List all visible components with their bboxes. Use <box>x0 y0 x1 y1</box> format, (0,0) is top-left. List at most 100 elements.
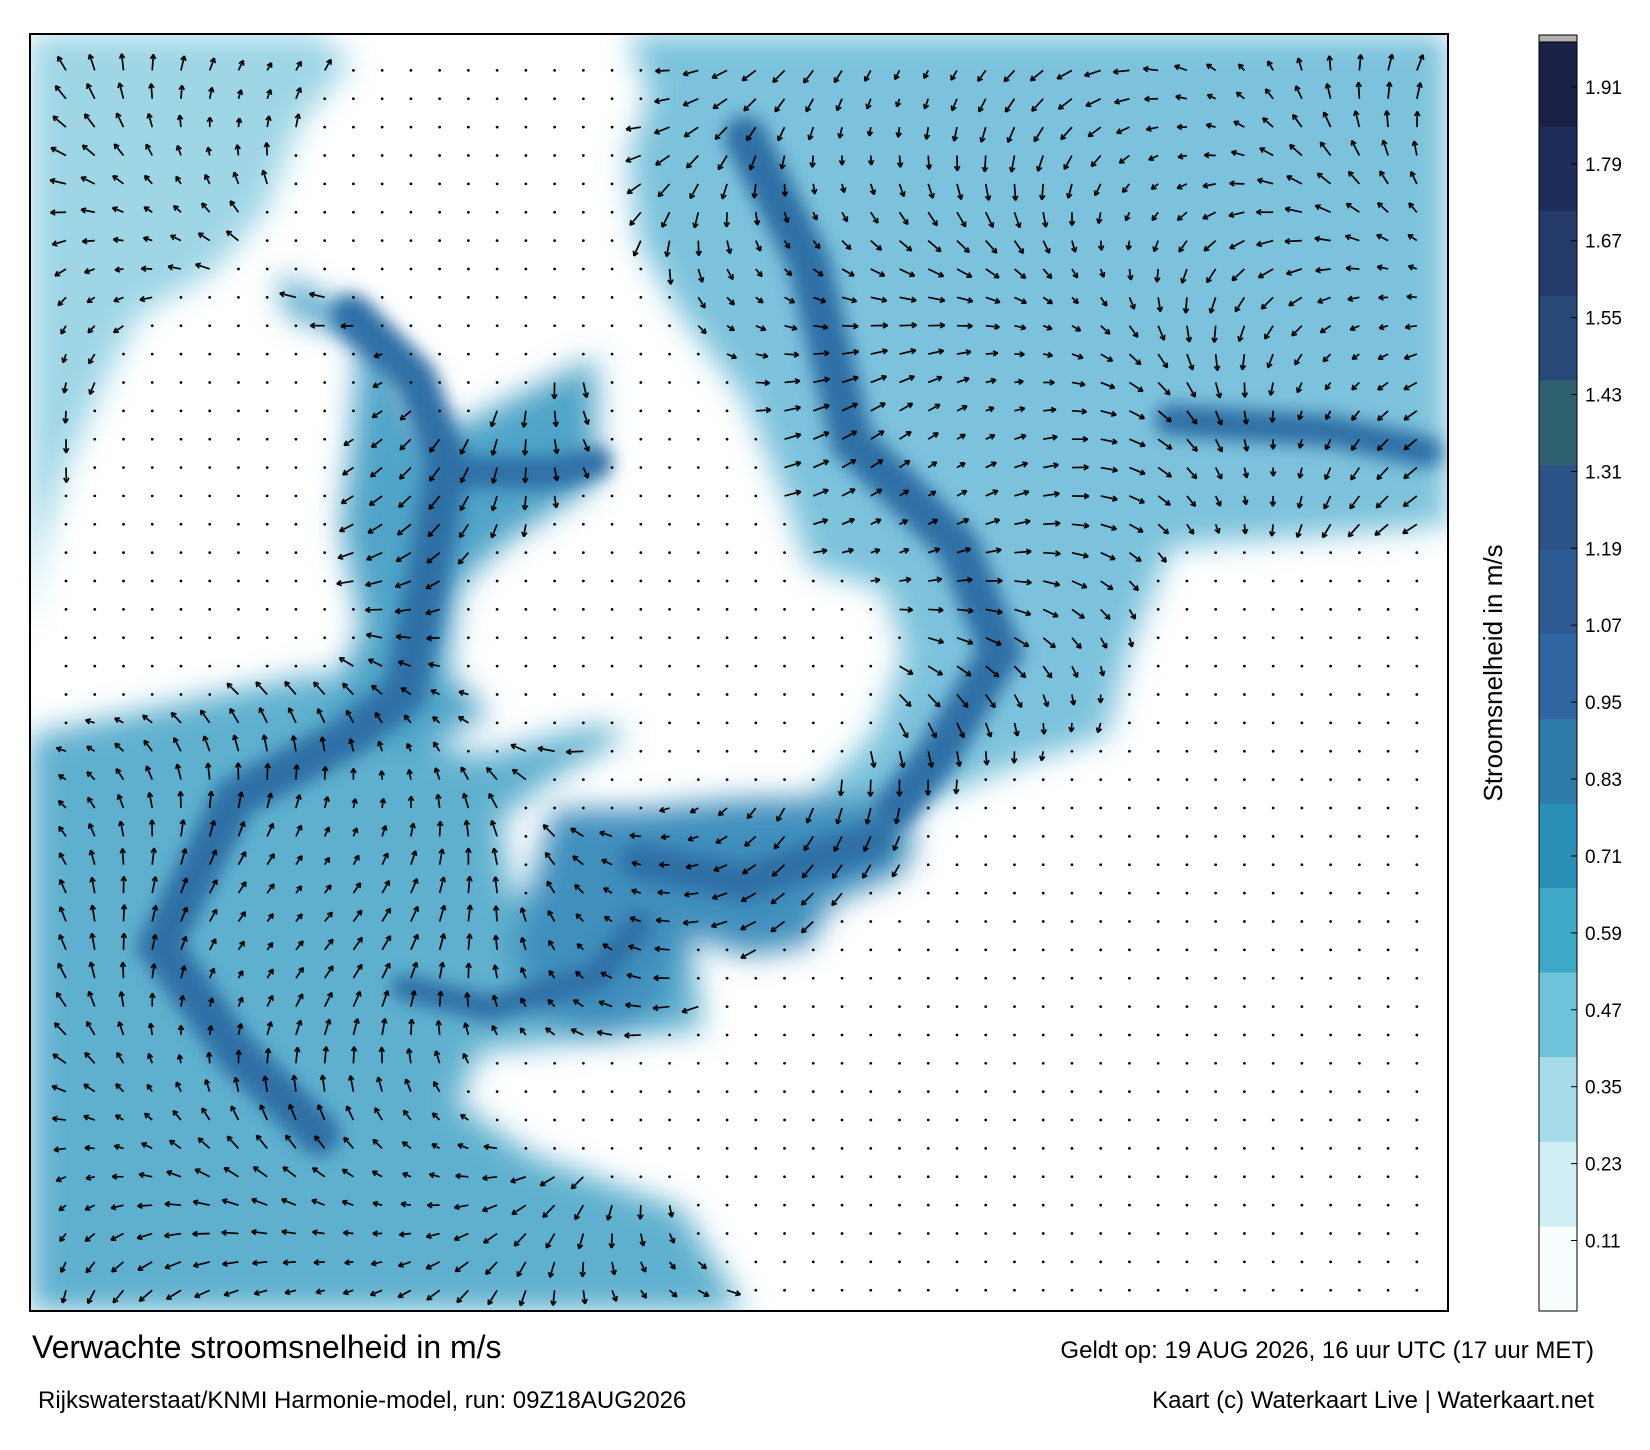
current-arrow <box>251 1198 268 1206</box>
current-arrow <box>338 657 354 667</box>
current-arrow <box>226 1135 240 1149</box>
current-arrow-head <box>233 1076 240 1083</box>
current-arrow-head <box>172 737 179 744</box>
current-arrow <box>396 635 411 639</box>
current-arrow-head <box>180 55 187 62</box>
grid-dot <box>495 295 499 299</box>
grid-dot <box>524 295 528 299</box>
grid-dot <box>93 522 97 526</box>
grid-dot <box>553 69 556 72</box>
grid-dot <box>1386 1260 1390 1264</box>
current-arrow-head <box>222 1260 228 1267</box>
grid-dot <box>150 636 154 640</box>
grid-dot <box>64 494 68 498</box>
current-arrow-head <box>261 734 268 741</box>
current-arrow <box>1157 297 1162 312</box>
grid-dot <box>811 749 815 753</box>
grid-dot <box>1214 721 1218 725</box>
current-arrow-head <box>1321 532 1328 539</box>
grid-dot <box>1415 1005 1419 1008</box>
grid-dot <box>955 1288 959 1292</box>
current-arrow <box>956 518 969 526</box>
current-arrow <box>1202 183 1216 188</box>
grid-dot <box>1329 1203 1333 1207</box>
current-arrow <box>398 660 412 667</box>
current-arrow-head <box>485 766 493 773</box>
grid-dot <box>1156 664 1160 668</box>
current-arrow <box>1116 126 1130 134</box>
current-arrow <box>1013 240 1024 254</box>
current-arrow <box>1292 114 1303 128</box>
current-arrow-head <box>489 421 496 428</box>
current-arrow-head <box>350 1046 358 1052</box>
current-arrow-head <box>54 270 61 277</box>
current-arrow-head <box>1259 147 1266 154</box>
grid-dot <box>1386 608 1390 611</box>
current-arrow-head <box>402 1172 409 1179</box>
current-arrow <box>1374 523 1389 536</box>
current-arrow-head <box>1023 489 1030 496</box>
current-arrow-head <box>267 941 274 948</box>
grid-dot <box>725 1175 729 1179</box>
current-arrow <box>749 155 757 171</box>
current-arrow-head <box>112 1297 119 1304</box>
grid-dot <box>725 466 729 469</box>
grid-dot <box>179 693 183 696</box>
grid-dot <box>553 579 556 583</box>
current-arrow-head <box>1018 248 1025 255</box>
current-arrow-head <box>355 990 362 997</box>
current-arrow <box>456 1289 470 1304</box>
current-arrow <box>927 693 941 708</box>
current-arrow-head <box>459 1113 467 1120</box>
current-arrow-head <box>1386 81 1393 88</box>
current-arrow <box>115 112 125 128</box>
grid-dot <box>1214 891 1218 895</box>
current-arrow-head <box>906 245 913 252</box>
current-arrow-head <box>296 60 303 67</box>
current-arrow-head <box>728 325 736 332</box>
current-arrow-head <box>989 433 996 440</box>
grid-dot <box>1013 976 1016 980</box>
current-arrow-head <box>308 291 315 298</box>
current-arrow-head <box>791 324 798 332</box>
current-arrow-head <box>963 517 970 524</box>
current-arrow <box>170 234 182 242</box>
grid-dot <box>610 295 614 299</box>
current-arrow-head <box>1234 306 1241 313</box>
grid-dot <box>984 806 988 810</box>
current-arrow-head <box>340 322 347 330</box>
grid-dot <box>352 97 355 101</box>
grid-dot <box>1099 1232 1103 1235</box>
grid-dot <box>1386 806 1390 810</box>
current-arrow <box>570 827 584 838</box>
current-arrow <box>1100 523 1117 530</box>
current-arrow <box>57 56 67 71</box>
current-arrow <box>437 1020 441 1036</box>
current-arrow <box>1043 435 1058 441</box>
current-arrow <box>180 55 186 71</box>
current-arrow-head <box>1163 528 1170 535</box>
current-arrow <box>352 937 363 951</box>
grid-dot <box>1329 1147 1333 1150</box>
current-arrow <box>1416 82 1422 99</box>
current-arrow-head <box>438 961 446 968</box>
current-arrow-head <box>338 656 345 663</box>
grid-dot <box>466 664 470 668</box>
current-arrow-head <box>899 191 906 198</box>
current-arrow-head <box>1066 192 1073 199</box>
grid-dot <box>1271 1147 1275 1150</box>
current-arrow <box>927 751 933 768</box>
current-arrow-head <box>664 251 671 258</box>
current-arrow-head <box>325 58 332 65</box>
grid-dot <box>1300 1260 1304 1264</box>
current-arrow-head <box>293 1046 301 1053</box>
grid-dot <box>1128 1232 1131 1235</box>
current-arrow-head <box>1175 94 1182 101</box>
current-arrow-head <box>1010 758 1018 764</box>
current-arrow <box>927 268 944 278</box>
current-arrow-head <box>852 375 859 382</box>
grid-dot <box>1156 1033 1160 1037</box>
current-arrow-head <box>1047 351 1054 359</box>
current-arrow-head <box>936 375 943 382</box>
current-arrow <box>313 681 326 696</box>
